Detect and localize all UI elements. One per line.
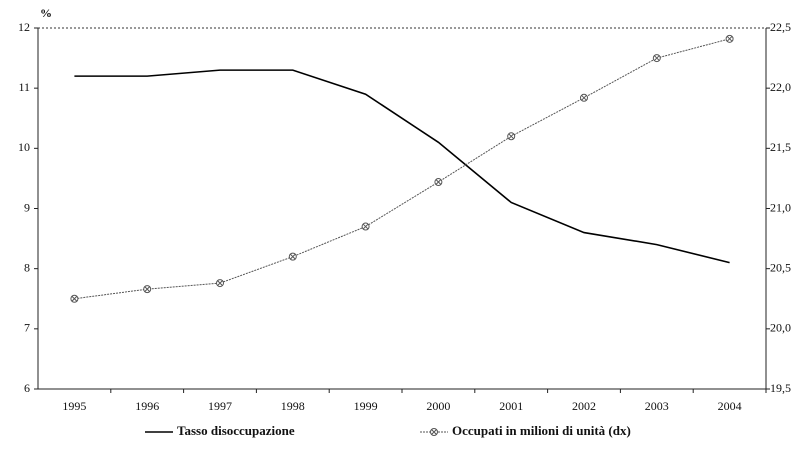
x-tick-label: 1999 (354, 399, 378, 413)
x-tick-label: 1996 (135, 399, 159, 413)
y2-tick-label: 22,0 (770, 80, 791, 94)
y2-tick-label: 21,5 (770, 140, 791, 154)
marker (70, 294, 79, 303)
x-tick-label: 2000 (426, 399, 450, 413)
marker-x (217, 280, 223, 286)
legend-label: Tasso disoccupazione (177, 423, 295, 438)
y2-tick-label: 20,5 (770, 260, 791, 274)
x-tick-label: 2002 (572, 399, 596, 413)
x-tick-label: 1995 (62, 399, 86, 413)
marker-x (435, 179, 442, 185)
x-tick-label: 2004 (718, 399, 742, 413)
marker-x (508, 133, 515, 140)
x-tick-label: 1998 (281, 399, 305, 413)
marker-x (431, 429, 437, 435)
marker-x (581, 94, 587, 101)
y-unit: % (40, 6, 52, 20)
y-tick-label: 7 (24, 321, 30, 335)
y-tick-label: 10 (18, 140, 30, 154)
legend-label: Occupati in milioni di unità (dx) (452, 423, 631, 438)
marker (725, 34, 734, 43)
marker (434, 178, 443, 187)
marker (361, 222, 370, 231)
marker-x (71, 295, 78, 302)
series-line (74, 69, 730, 264)
marker-x (144, 286, 151, 292)
marker (580, 93, 588, 102)
marker-x (653, 55, 660, 61)
marker-x (289, 253, 296, 260)
marker-x (726, 35, 733, 42)
y-tick-label: 11 (18, 80, 30, 94)
series-markers (70, 34, 734, 303)
x-tick-label: 2003 (645, 399, 669, 413)
x-tick-label: 1997 (208, 399, 232, 413)
y2-tick-label: 20,0 (770, 321, 791, 335)
x-tick-label: 2001 (499, 399, 523, 413)
y-tick-label: 12 (18, 20, 30, 34)
marker (430, 428, 438, 436)
y-tick-label: 8 (24, 260, 30, 274)
marker (288, 252, 297, 261)
marker (652, 54, 661, 63)
series-line (74, 38, 730, 300)
marker (143, 285, 152, 294)
y-tick-label: 9 (24, 200, 30, 214)
y2-tick-label: 21,0 (770, 200, 791, 214)
marker (216, 279, 224, 288)
marker-x (362, 223, 369, 230)
y2-tick-label: 22,5 (770, 20, 791, 34)
marker (507, 132, 516, 141)
y2-tick-label: 19,5 (770, 381, 791, 395)
y-tick-label: 6 (24, 381, 30, 395)
